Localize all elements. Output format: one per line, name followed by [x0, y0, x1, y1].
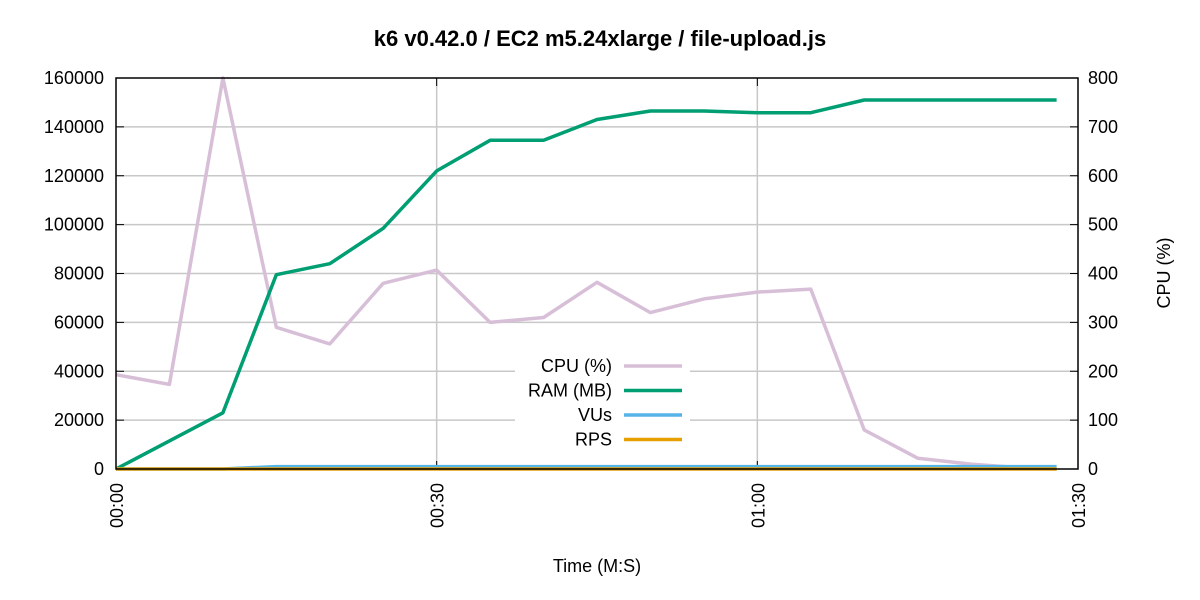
legend-label-cpu: CPU (%)	[541, 356, 612, 376]
legend-label-ram-mb: RAM (MB)	[528, 381, 612, 401]
series-line-cpu	[115, 76, 1057, 471]
y2-tick-label: 700	[1088, 117, 1118, 137]
series-line-ram-mb	[115, 98, 1057, 471]
y2-tick-label: 100	[1088, 410, 1118, 430]
x-tick-label: 01:00	[748, 483, 768, 528]
y2-tick-label: 0	[1088, 459, 1098, 479]
y2-tick-label: 600	[1088, 166, 1118, 186]
plot-border	[115, 77, 1079, 470]
legend-background	[515, 352, 690, 447]
y2-tick-label: 200	[1088, 361, 1118, 381]
x-tick-label: 00:00	[107, 483, 127, 528]
y-tick-label: 140000	[44, 117, 104, 137]
y2-tick-label: 400	[1088, 264, 1118, 284]
legend-label-rps: RPS	[575, 430, 612, 450]
y-tick-label: 20000	[54, 410, 104, 430]
y-tick-label: 120000	[44, 166, 104, 186]
y-tick-label: 60000	[54, 312, 104, 332]
y-tick-label: 160000	[44, 68, 104, 88]
x-tick-label: 00:30	[428, 483, 448, 528]
legend-label-vus: VUs	[578, 405, 612, 425]
y2-tick-label: 300	[1088, 312, 1118, 332]
x-tick-label: 01:30	[1069, 483, 1089, 528]
chart-title: k6 v0.42.0 / EC2 m5.24xlarge / file-uplo…	[374, 26, 826, 51]
y-tick-label: 0	[94, 459, 104, 479]
y-tick-label: 80000	[54, 264, 104, 284]
y2-tick-label: 500	[1088, 215, 1118, 235]
y2-axis-label: CPU (%)	[1154, 238, 1174, 309]
y-tick-label: 40000	[54, 361, 104, 381]
x-axis-label: Time (M:S)	[553, 556, 641, 576]
y2-tick-label: 800	[1088, 68, 1118, 88]
legend: CPU (%) RAM (MB) VUs RPS	[515, 352, 690, 450]
y-tick-label: 100000	[44, 215, 104, 235]
axis-ticks: 0 20000 40000 60000 80000 100000 120000 140000 1…	[44, 68, 1118, 528]
